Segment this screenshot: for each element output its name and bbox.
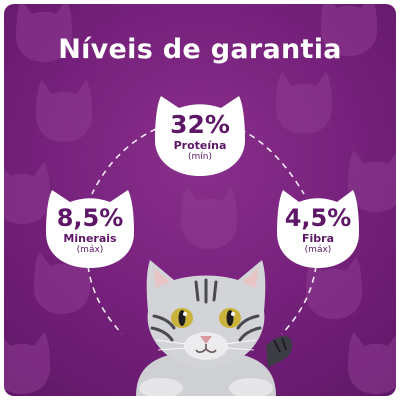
nutrition-panel: Níveis de garantia 32% Proteína (mín) 8,…	[4, 4, 396, 396]
protein-qualifier: (mín)	[188, 151, 212, 162]
fiber-qualifier: (máx)	[304, 244, 332, 255]
fiber-badge: 4,5% Fibra (máx)	[272, 186, 364, 270]
fiber-label: Fibra	[301, 232, 334, 245]
minerals-label: Minerais	[63, 232, 117, 245]
page-title: Níveis de garantia	[58, 34, 342, 65]
dashed-connector-ring	[87, 128, 317, 335]
cat-head-badge-icon	[277, 190, 359, 268]
fiber-value: 4,5%	[284, 204, 352, 232]
cat-head-badge-icon	[155, 96, 245, 176]
protein-label: Proteína	[173, 139, 227, 152]
protein-badge: 32% Proteína (mín)	[149, 92, 251, 178]
tabby-cat-illustration	[136, 260, 293, 396]
minerals-qualifier: (máx)	[76, 244, 104, 255]
cat-head-badge-icon	[46, 190, 134, 268]
minerals-value: 8,5%	[56, 204, 124, 232]
minerals-badge: 8,5% Minerais (máx)	[41, 186, 139, 270]
protein-value: 32%	[170, 110, 230, 139]
